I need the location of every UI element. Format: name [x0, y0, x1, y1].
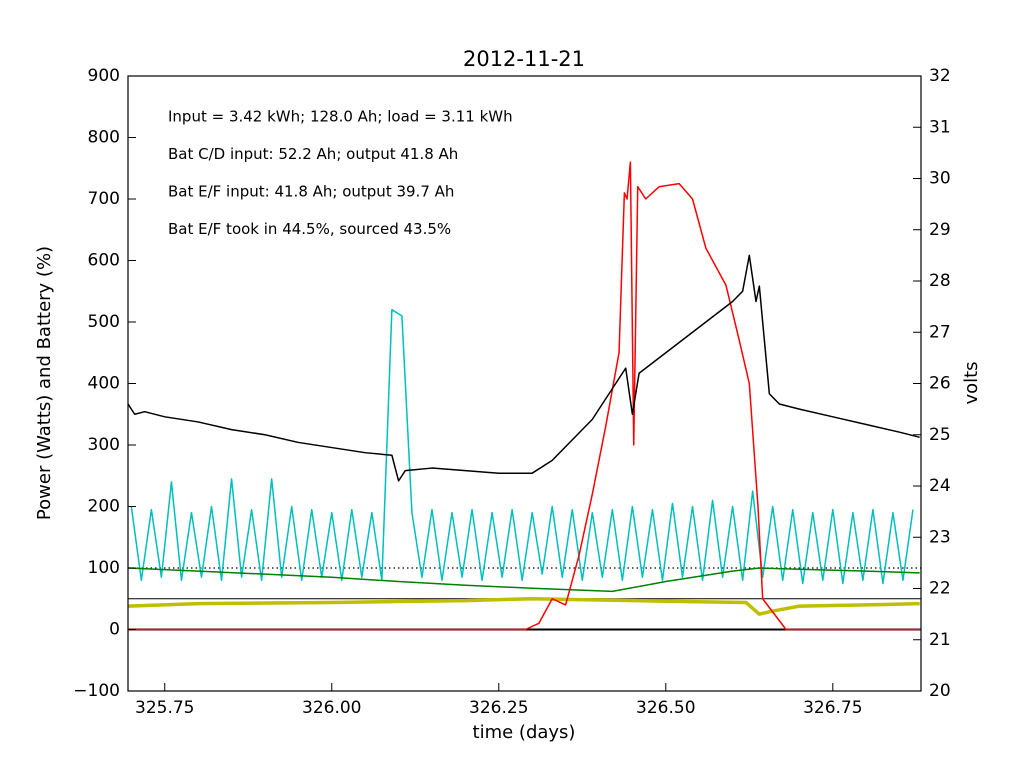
y2-tick-label: 26	[929, 374, 951, 394]
y-axis-label: Power (Watts) and Battery (%)	[34, 246, 55, 520]
x-tick-label: 325.75	[135, 698, 194, 718]
y-tick-label: 700	[88, 189, 120, 209]
y-tick-label: 600	[88, 251, 120, 271]
y-tick-label: −100	[73, 681, 120, 701]
series-line	[130, 308, 914, 585]
y-tick-label: 400	[88, 374, 120, 394]
y2-tick-label: 23	[929, 527, 951, 547]
plot-area	[128, 161, 921, 631]
series-line	[128, 161, 921, 631]
y2-tick-label: 28	[929, 271, 951, 291]
x-tick-label: 326.50	[636, 698, 695, 718]
y2-tick-label: 24	[929, 476, 951, 496]
y-tick-label: 0	[109, 620, 120, 640]
annotation: Bat C/D input: 52.2 Ah; output 41.8 Ah	[168, 145, 458, 163]
y2-tick-label: 20	[929, 681, 951, 701]
x-axis-label: time (days)	[473, 722, 576, 743]
annotation: Bat E/F took in 44.5%, sourced 43.5%	[168, 220, 451, 238]
x-tick-label: 326.75	[803, 698, 862, 718]
annotation: Input = 3.42 kWh; 128.0 Ah; load = 3.11 …	[168, 108, 513, 126]
series-line	[128, 567, 920, 593]
y2-tick-label: 21	[929, 630, 951, 650]
y-tick-label: 200	[88, 497, 120, 517]
series-line	[128, 254, 920, 482]
y2-tick-label: 29	[929, 220, 951, 240]
y-tick-label: 500	[88, 312, 120, 332]
y2-tick-label: 22	[929, 579, 951, 599]
annotation: Bat E/F input: 41.8 Ah; output 39.7 Ah	[168, 183, 454, 201]
y2-tick-label: 25	[929, 425, 951, 445]
y2-tick-label: 30	[929, 169, 951, 189]
x-tick-label: 326.00	[302, 698, 361, 718]
y-tick-label: 800	[88, 128, 120, 148]
y-tick-label: 900	[88, 66, 120, 86]
y2-tick-label: 32	[929, 66, 951, 86]
series-line	[128, 597, 920, 616]
y2-tick-label: 31	[929, 117, 951, 137]
y2-axis-label: volts	[961, 361, 982, 404]
y-tick-label: 300	[88, 435, 120, 455]
chart-title: 2012-11-21	[463, 47, 585, 71]
x-tick-label: 326.25	[469, 698, 528, 718]
y2-tick-label: 27	[929, 322, 951, 342]
y-tick-label: 100	[88, 558, 120, 578]
